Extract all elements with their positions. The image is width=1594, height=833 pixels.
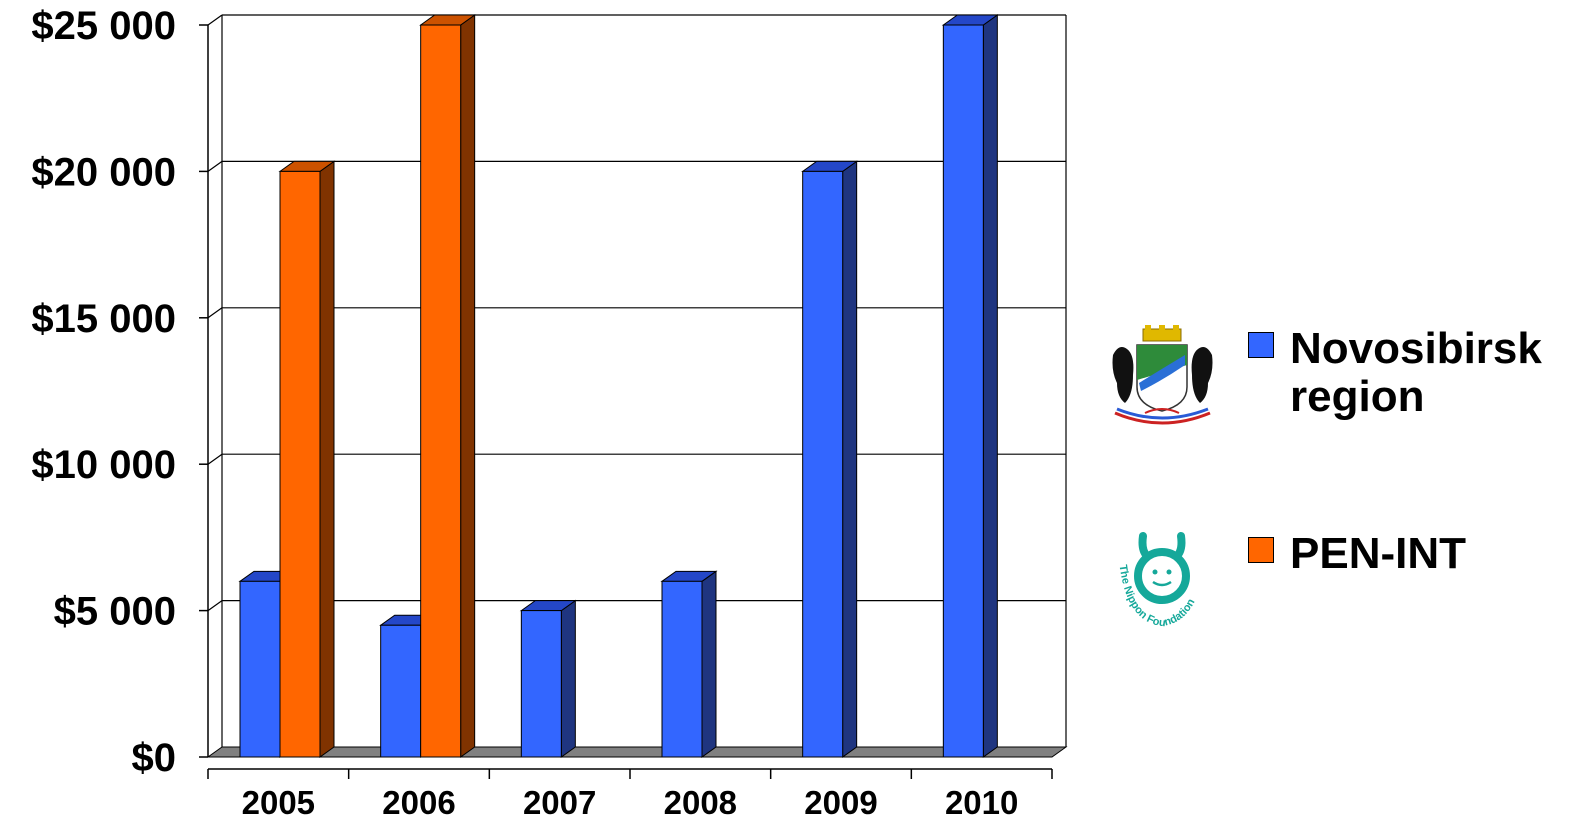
legend-label-line2: region [1290, 372, 1425, 421]
x-tick-label: 2010 [945, 784, 1018, 821]
bar [278, 160, 336, 758]
gridline-depth [207, 14, 223, 26]
bar-front [279, 170, 321, 758]
bar-front [239, 580, 281, 758]
bar-side [701, 570, 717, 758]
legend-item-novosibirsk: Novosibirsk region [1105, 325, 1542, 435]
x-tick-label: 2009 [804, 784, 877, 821]
y-tick-label: $10 000 [31, 443, 176, 487]
bar [419, 14, 477, 758]
bar-front [802, 170, 844, 758]
legend-label-line1: Novosibirsk [1290, 324, 1542, 373]
gridline-depth [207, 307, 223, 319]
y-tick-label: $0 [132, 736, 177, 780]
legend-label-line1: PEN-INT [1290, 529, 1466, 578]
bar-side [460, 14, 476, 758]
grid-layer [207, 14, 1066, 612]
gridline-depth [207, 600, 223, 612]
bar-layer [238, 14, 999, 758]
y-tick-label: $25 000 [31, 4, 176, 48]
legend-item-pen-int: The Nippon Foundation PEN-INT [1105, 530, 1466, 640]
y-tick-label: $20 000 [31, 150, 176, 194]
bar-front [420, 24, 462, 758]
bar [519, 599, 577, 758]
legend-label-novosibirsk: Novosibirsk region [1290, 325, 1542, 421]
bar-front [380, 624, 422, 758]
novosibirsk-coat-of-arms-icon [1112, 325, 1213, 425]
legend: Novosibirsk region The Nippon Foundation… [1105, 0, 1585, 833]
bar [660, 570, 718, 758]
bar-side [842, 160, 858, 758]
gridline-depth [207, 160, 223, 172]
x-tick-label: 2008 [664, 784, 737, 821]
bar-side [319, 160, 335, 758]
legend-swatch-novosibirsk [1248, 332, 1274, 358]
gridline-depth [207, 453, 223, 465]
bar-front [661, 580, 703, 758]
bar-side [982, 14, 998, 758]
y-tick-label: $15 000 [31, 297, 176, 341]
legend-swatch-pen-int [1248, 537, 1274, 563]
bar [801, 160, 859, 758]
legend-label-pen-int: PEN-INT [1290, 530, 1466, 578]
x-tick-label: 2007 [523, 784, 596, 821]
nippon-foundation-logo: The Nippon Foundation [1117, 532, 1198, 629]
x-tick-label: 2006 [382, 784, 455, 821]
bar-front [520, 610, 562, 758]
x-tick-label: 2005 [242, 784, 315, 821]
bar-side [560, 599, 576, 758]
label-layer: $0 $5 000 $10 000 $15 000 $20 000 $25 000 2005… [31, 4, 1018, 821]
bar [941, 14, 999, 758]
chart-floor [206, 746, 1068, 758]
bar-front [942, 24, 984, 758]
y-tick-label: $5 000 [54, 590, 176, 634]
